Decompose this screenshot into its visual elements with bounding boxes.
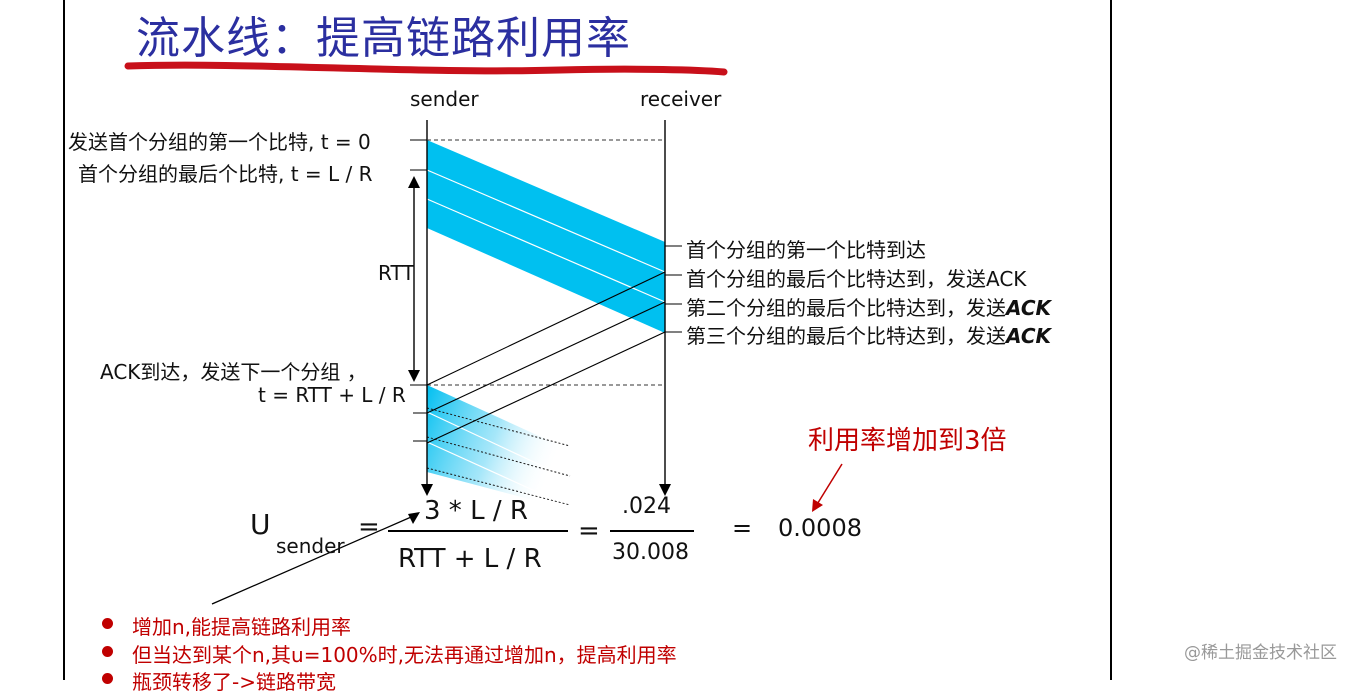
rtt-label: RTT — [378, 261, 415, 285]
left-label: t = RTT + L / R — [258, 383, 406, 407]
sender-label: sender — [410, 87, 479, 111]
timing-diagram — [63, 0, 1112, 680]
equals-sign: = — [358, 512, 380, 542]
ack-label: ACK — [1006, 324, 1052, 348]
annotation-arrow — [815, 463, 843, 507]
left-label: 首个分组的最后个比特, t = L / R — [78, 162, 373, 186]
pointer-arrow — [211, 513, 419, 605]
receiver-label: receiver — [640, 87, 722, 111]
right-label: 首个分组的第一个比特到达 — [686, 238, 926, 262]
annotation: 利用率增加到3倍 — [808, 426, 1007, 456]
bullet-text: 增加n,能提高链路利用率 — [132, 615, 352, 639]
bullet-text: 但当达到某个n,其u=100%时,无法再通过增加n，提高利用率 — [132, 643, 677, 667]
equals-sign: = — [578, 516, 600, 546]
formula-subscript: sender — [276, 534, 345, 558]
right-label: 第三个分组的最后个比特达到，发送ACK — [686, 324, 1052, 348]
packet-band — [427, 140, 665, 333]
bullet-dot — [102, 646, 113, 657]
bullet-dot — [102, 618, 113, 629]
formula-u: U — [250, 508, 271, 541]
equals-sign: = — [732, 514, 753, 542]
bullet-text: 瓶颈转移了->链路带宽 — [132, 670, 336, 694]
packet-band-2 — [427, 385, 570, 510]
numerator-2: .024 — [622, 494, 671, 519]
numerator: 3 * L / R — [424, 496, 528, 526]
denominator: RTT + L / R — [398, 544, 542, 574]
denominator-2: 30.008 — [612, 540, 689, 565]
left-label: 发送首个分组的第一个比特, t = 0 — [68, 130, 371, 154]
left-label: ACK到达，发送下一个分组 ， — [100, 360, 367, 384]
ack-label: ACK — [1006, 296, 1052, 320]
bullet-dot — [102, 673, 113, 684]
slide: 流水线：提高链路利用率 sender receiver 发送首个分组的第一个比特… — [63, 0, 1337, 694]
page-title: 流水线：提高链路利用率 — [136, 13, 631, 64]
right-label: 首个分组的最后个比特达到，发送ACK — [686, 267, 1027, 291]
right-label: 第二个分组的最后个比特达到，发送ACK — [686, 296, 1052, 320]
watermark: @稀土掘金技术社区 — [1184, 643, 1337, 663]
result: 0.0008 — [778, 514, 862, 542]
title-underline — [124, 61, 728, 76]
